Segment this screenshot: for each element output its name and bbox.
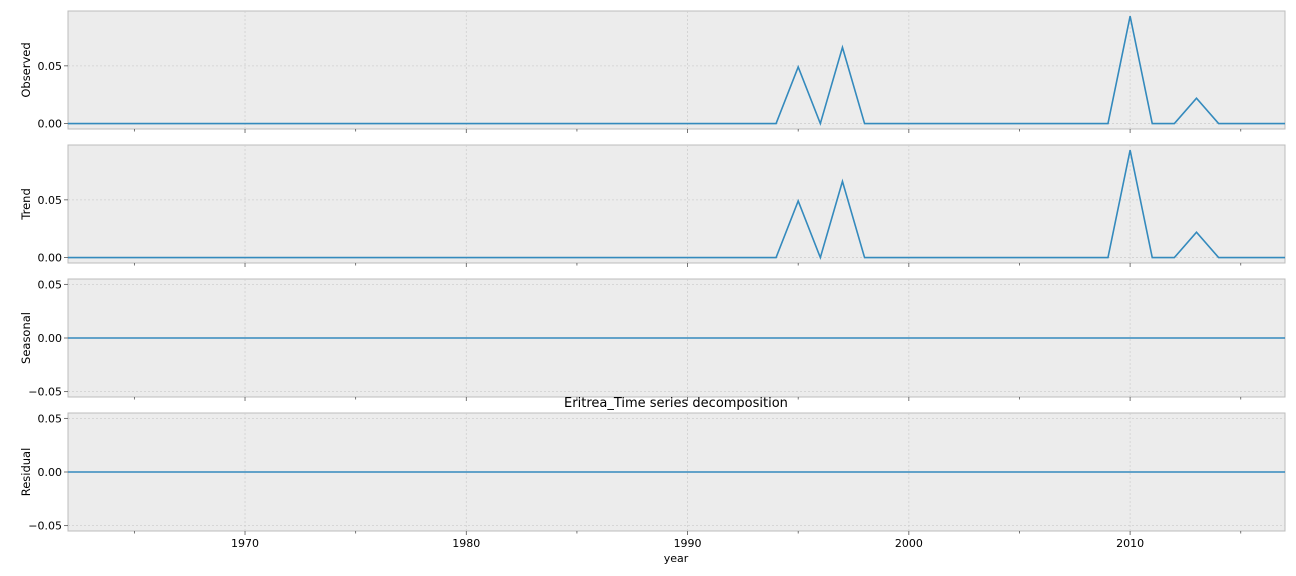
panel-residual: −0.05 0.00 0.05 Residual bbox=[19, 412, 1286, 535]
trend-series-line bbox=[68, 150, 1285, 261]
residual-y-axis-label: Residual bbox=[19, 448, 33, 497]
observed-y-tick-label: 0.00 bbox=[38, 118, 63, 131]
panel-observed: 0.00 0.05 Observed bbox=[19, 10, 1286, 133]
panel-trend: 0.00 0.05 Trend bbox=[19, 144, 1286, 267]
x-tick-label: 1980 bbox=[452, 537, 480, 550]
observed-series-line bbox=[68, 16, 1285, 127]
observed-y-axis-label: Observed bbox=[19, 42, 33, 97]
trend-y-axis-label: Trend bbox=[19, 188, 33, 220]
seasonal-y-tick-label: 0.00 bbox=[38, 332, 63, 345]
panel-seasonal: −0.05 0.00 0.05 Seasonal bbox=[19, 278, 1286, 401]
seasonal-y-tick-label: −0.05 bbox=[28, 386, 62, 399]
x-tick-label: 2010 bbox=[1116, 537, 1144, 550]
x-tick-label: 1990 bbox=[674, 537, 702, 550]
x-tick-label: 1970 bbox=[231, 537, 259, 550]
x-axis-label: year bbox=[664, 552, 689, 565]
observed-y-tick-label: 0.05 bbox=[38, 60, 63, 73]
seasonal-y-axis-label: Seasonal bbox=[19, 312, 33, 364]
residual-y-tick-label: 0.00 bbox=[38, 466, 63, 479]
trend-y-tick-label: 0.00 bbox=[38, 252, 63, 265]
panels-layer: 0.000.05Observed0.000.05Trend−0.050.000.… bbox=[19, 10, 1286, 550]
seasonal-y-tick-label: 0.05 bbox=[38, 278, 63, 291]
trend-plot-area bbox=[67, 144, 1286, 264]
residual-y-tick-label: −0.05 bbox=[28, 520, 62, 533]
chart-title: Eritrea_Time series decomposition bbox=[564, 396, 788, 411]
residual-y-tick-label: 0.05 bbox=[38, 412, 63, 425]
observed-plot-area bbox=[67, 10, 1286, 130]
trend-y-tick-label: 0.05 bbox=[38, 194, 63, 207]
x-tick-label: 2000 bbox=[895, 537, 923, 550]
